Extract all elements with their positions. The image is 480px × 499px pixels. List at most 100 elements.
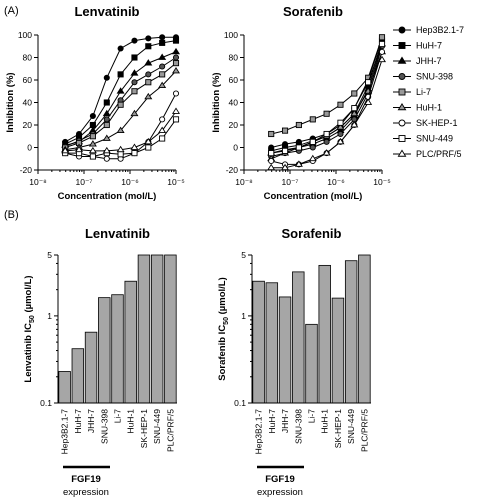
fgf19-label-line1: FGF19 bbox=[71, 474, 101, 485]
category-label: HuH-7 bbox=[267, 409, 277, 434]
data-point-PLC/PRF/5 bbox=[88, 146, 97, 154]
data-point-PLC/PRF/5 bbox=[171, 107, 181, 114]
data-point-PLC/PRF/5 bbox=[102, 146, 111, 154]
legend-item: PLC/PRF/5 bbox=[416, 149, 462, 159]
data-point-Li-7 bbox=[309, 116, 316, 123]
category-label: JHH-7 bbox=[86, 409, 96, 433]
data-point-PLC/PRF/5 bbox=[158, 126, 167, 134]
data-point-SNU-449 bbox=[117, 151, 124, 158]
data-point-Li-7 bbox=[337, 101, 344, 108]
data-point-SNU-449 bbox=[309, 138, 316, 145]
chart-title: Sorafenib bbox=[283, 4, 343, 19]
category-label: HuH-7 bbox=[73, 409, 83, 434]
data-point-PLC/PRF/5 bbox=[336, 137, 345, 145]
data-point-HuH-7 bbox=[103, 99, 110, 106]
data-point-PLC/PRF/5 bbox=[308, 154, 317, 162]
data-point-SK-HEP-1 bbox=[172, 90, 180, 97]
data-point-HuH-7 bbox=[159, 39, 166, 46]
bar-chart-sorafenib: Sorafenib Hep3B2.1-7 HuH-7 JHH-7 SNU-398 Li-7… bbox=[217, 226, 371, 454]
data-point-SNU-398 bbox=[172, 54, 180, 61]
y-tick-label: 0 bbox=[27, 143, 32, 153]
legend-marker bbox=[397, 56, 407, 64]
data-point-SNU-449 bbox=[89, 153, 96, 160]
bar-SNU-449 bbox=[344, 260, 358, 404]
legend-marker bbox=[397, 149, 407, 157]
data-point-Hep3B2.1-7 bbox=[159, 34, 166, 41]
y-tick-label: 80 bbox=[229, 53, 239, 63]
data-point-PLC/PRF/5 bbox=[144, 137, 153, 145]
category-label: SNU-449 bbox=[152, 409, 162, 444]
data-point-SNU-398 bbox=[159, 63, 166, 70]
data-point-PLC/PRF/5 bbox=[61, 146, 70, 154]
x-tick-label: 10⁻⁷ bbox=[281, 177, 298, 187]
y-tick-label: 60 bbox=[23, 75, 33, 85]
x-tick-label: 10⁻⁸ bbox=[29, 177, 47, 187]
y-tick-label: 5 bbox=[47, 250, 52, 260]
data-point-Li-7 bbox=[172, 60, 180, 67]
legend-item: SNU-398 bbox=[416, 72, 453, 82]
fgf19-label-line2-right: expression bbox=[257, 487, 303, 498]
legend-item: Li-7 bbox=[416, 87, 431, 97]
legend-item: HuH-7 bbox=[416, 41, 442, 51]
legend-item: SNU-449 bbox=[416, 134, 453, 144]
panel-label-a: (A) bbox=[4, 5, 19, 17]
category-label: Hep3B2.1-7 bbox=[60, 409, 70, 455]
data-point-JHH-7 bbox=[102, 109, 111, 117]
data-point-Li-7 bbox=[159, 71, 166, 78]
data-point-HuH-7 bbox=[145, 43, 152, 50]
data-point-PLC/PRF/5 bbox=[281, 163, 290, 171]
data-point-SK-HEP-1 bbox=[159, 116, 166, 123]
y-axis-label: Inhibition (%) bbox=[211, 72, 222, 132]
bar-HuH-7 bbox=[71, 348, 85, 404]
x-tick-label: 10⁻⁸ bbox=[235, 177, 253, 187]
x-tick-label: 10⁻⁶ bbox=[121, 177, 138, 187]
legend-item: JHH-7 bbox=[416, 56, 442, 66]
x-axis-label: Concentration (mol/L) bbox=[58, 191, 157, 202]
data-point-Li-7 bbox=[351, 90, 358, 97]
bar-SK-HEP-1 bbox=[137, 254, 151, 404]
y-tick-label: 100 bbox=[224, 30, 238, 40]
category-label: HuH-1 bbox=[320, 409, 330, 434]
data-point-SNU-398 bbox=[145, 71, 152, 78]
legend-item: Hep3B2.1-7 bbox=[416, 25, 464, 35]
data-point-PLC/PRF/5 bbox=[75, 145, 84, 153]
x-tick-label: 10⁻⁵ bbox=[167, 177, 184, 187]
bar-JHH-7 bbox=[84, 331, 98, 404]
data-point-SNU-449 bbox=[268, 150, 275, 157]
legend: Hep3B2.1-7 HuH-7 JHH-7 SNU-398 Li-7 HuH-1 SK-H… bbox=[393, 25, 464, 159]
data-point-JHH-7 bbox=[144, 59, 153, 66]
data-point-PLC/PRF/5 bbox=[377, 55, 387, 63]
category-label: SNU-398 bbox=[293, 409, 303, 444]
y-axis-label: Lenvatinib IC50 (µmol/L) bbox=[23, 275, 36, 382]
data-point-Li-7 bbox=[295, 121, 302, 129]
legend-marker bbox=[398, 73, 406, 80]
data-point-Hep3B2.1-7 bbox=[145, 35, 152, 42]
category-label: SK-HEP-1 bbox=[139, 409, 149, 448]
category-label: JHH-7 bbox=[280, 409, 290, 433]
y-axis-label-unit: (µmol/L) bbox=[23, 275, 34, 315]
chart-title: Lenvatinib bbox=[74, 4, 139, 19]
y-axis-label-main: Lenvatinib IC bbox=[23, 323, 34, 383]
data-point-SK-HEP-1 bbox=[103, 155, 110, 162]
data-point-Li-7 bbox=[131, 88, 138, 95]
data-point-SNU-449 bbox=[145, 144, 152, 151]
x-tick-label: 10⁻⁷ bbox=[75, 177, 92, 187]
data-point-HuH-1 bbox=[336, 123, 345, 130]
data-point-HuH-7 bbox=[172, 37, 180, 44]
data-point-HuH-1 bbox=[350, 109, 359, 117]
legend-marker bbox=[398, 42, 406, 49]
y-tick-label: 5 bbox=[241, 250, 246, 260]
bar-JHH-7 bbox=[278, 296, 292, 404]
chart-title: Sorafenib bbox=[282, 226, 342, 241]
data-point-Li-7 bbox=[281, 127, 289, 134]
data-point-SNU-398 bbox=[309, 144, 316, 151]
category-label: Hep3B2.1-7 bbox=[254, 409, 264, 455]
chart-title: Lenvatinib bbox=[85, 226, 150, 241]
data-point-PLC/PRF/5 bbox=[130, 143, 139, 150]
data-point-Li-7 bbox=[378, 34, 386, 41]
y-tick-label: 0.1 bbox=[40, 398, 52, 408]
legend-marker bbox=[397, 103, 407, 111]
data-point-Hep3B2.1-7 bbox=[89, 112, 96, 120]
bar-chart-lenvatinib: Lenvatinib Hep3B2.1-7 HuH-7 JHH-7 SNU-398 Li-… bbox=[23, 226, 177, 454]
